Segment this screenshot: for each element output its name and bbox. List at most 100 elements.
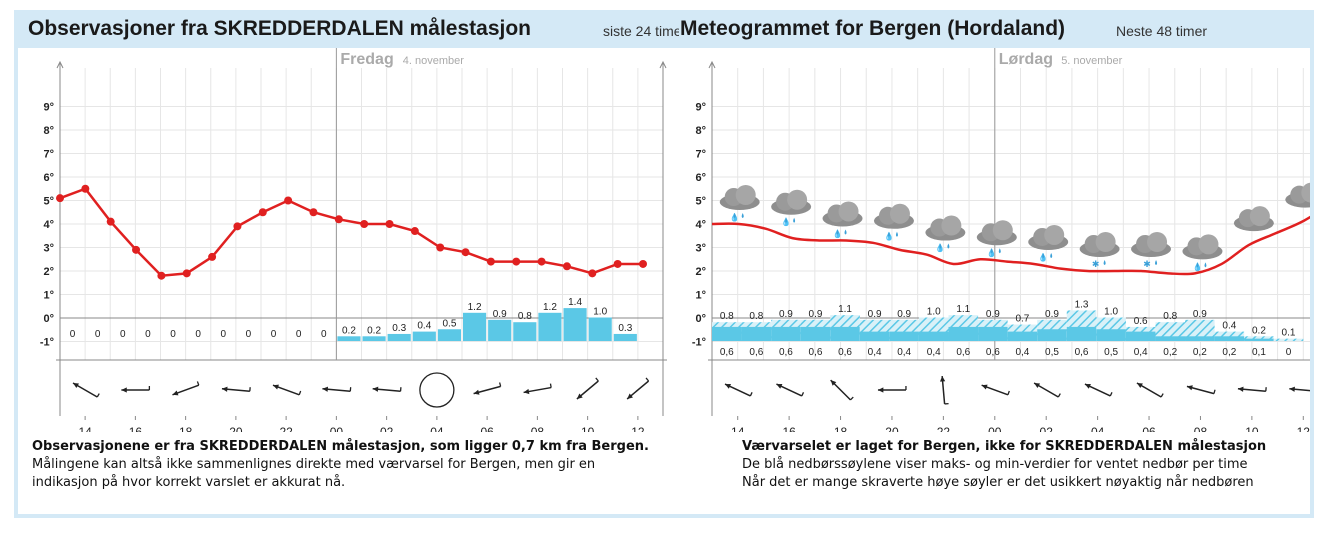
cloud-rain-icon: 💧 xyxy=(976,220,1017,257)
wind-arrow-icon xyxy=(272,384,302,396)
precip-max-label: 0.9 xyxy=(779,309,793,320)
precip-min-label: 0,5 xyxy=(1104,347,1118,358)
x-tick-label: 18 xyxy=(834,425,848,432)
precip-max-label: 0.4 xyxy=(1222,321,1236,332)
temperature-point xyxy=(562,262,571,271)
precip-min-label: 0,1 xyxy=(1252,347,1266,358)
y-tick-label: 2° xyxy=(43,266,54,278)
temperature-point xyxy=(157,271,166,280)
precip-label: 1.2 xyxy=(468,302,482,313)
wind-group xyxy=(724,375,1310,405)
x-tick-label: 00 xyxy=(330,425,344,432)
rain-drop xyxy=(1103,260,1106,265)
precip-max-label: 0.9 xyxy=(1193,309,1207,320)
wind-arrow-feather xyxy=(749,392,753,397)
wind-arrow-head xyxy=(940,376,946,382)
x-tick-label: 18 xyxy=(179,425,193,432)
day-label: Lørdag xyxy=(999,51,1053,68)
precip-min-label: 0,6 xyxy=(779,347,793,358)
temperature-point xyxy=(132,245,141,254)
day-date: 4. november xyxy=(403,55,464,67)
rain-drop xyxy=(1204,262,1207,268)
rain-drop xyxy=(947,243,950,249)
wind-arrow-feather xyxy=(801,392,805,397)
cloud-rain-icon: 💧 xyxy=(925,215,966,253)
precip-min-label: 0,6 xyxy=(720,347,734,358)
wind-arrow-head xyxy=(172,390,179,396)
wind-arrow-head xyxy=(1186,385,1193,391)
precip-label: 0 xyxy=(170,329,176,340)
precip-min-label: 0,4 xyxy=(868,347,882,358)
precip-label: 0 xyxy=(221,329,227,340)
observations-subtitle: siste 24 timer xyxy=(603,23,679,39)
cloud-puff xyxy=(735,185,756,205)
precip-min-label: 0,5 xyxy=(1045,347,1059,358)
y-tick-label: 3° xyxy=(43,243,54,255)
temperature-point xyxy=(537,257,546,266)
wind-arrow-head xyxy=(121,387,127,393)
temperature-point xyxy=(106,217,115,226)
y-tick-label: 6° xyxy=(43,172,54,184)
rain-drop xyxy=(836,229,839,235)
x-tick-label: 06 xyxy=(480,425,494,432)
precip-max-label: 1.0 xyxy=(927,307,941,318)
wind-arrow-head xyxy=(272,384,279,390)
precip-max-label: 0.8 xyxy=(720,311,734,322)
precip-label: 0.2 xyxy=(342,325,356,336)
cloud-puff xyxy=(992,220,1013,241)
precip-min-label: 0,6 xyxy=(809,347,823,358)
temperature-point xyxy=(461,248,470,257)
precip-min-bar xyxy=(1007,331,1038,341)
precip-label: 1.2 xyxy=(543,302,557,313)
precip-min-label: 0,4 xyxy=(897,347,911,358)
precip-bar xyxy=(437,329,461,341)
precip-max-label: 0.8 xyxy=(1163,311,1177,322)
y-tick-label: 9° xyxy=(43,102,54,114)
axes-group: -1° 0° 1° 2° 3° 4° 5° 6° 7° 8° 9° Lørdag 5. november… xyxy=(692,48,1311,432)
wind-arrow-icon xyxy=(1033,382,1061,398)
precip-max-label: 0.9 xyxy=(897,309,911,320)
x-tick-label: 20 xyxy=(885,425,899,432)
wind-group xyxy=(72,372,650,408)
wind-arrow-feather xyxy=(1007,390,1010,396)
precip-label: 0 xyxy=(195,329,201,340)
precip-min-label: 0,6 xyxy=(749,347,763,358)
wind-arrow-feather xyxy=(549,383,552,388)
precip-min-label: 0,4 xyxy=(1134,347,1148,358)
wind-arrow-feather xyxy=(196,381,200,386)
rain-drop xyxy=(741,213,744,218)
x-tick-label: 10 xyxy=(1245,425,1259,432)
day-date: 5. november xyxy=(1061,55,1122,67)
rain-drop xyxy=(1042,252,1045,258)
precip-min-bar xyxy=(1214,336,1245,341)
cloud-rain-icon: 💧 xyxy=(719,185,760,222)
wind-arrow-feather xyxy=(1057,393,1061,398)
precip-label: 0.5 xyxy=(442,318,456,329)
rain-drop xyxy=(733,213,736,218)
precip-min-bar xyxy=(918,331,949,341)
precip-bar xyxy=(588,317,612,341)
precip-label: 0.3 xyxy=(392,323,406,334)
wind-arrow-feather xyxy=(498,382,502,387)
x-tick-label: 00 xyxy=(988,425,1002,432)
temperature-point xyxy=(410,227,419,236)
rain-drop xyxy=(1155,260,1158,265)
x-tick-label: 12 xyxy=(1297,425,1311,432)
y-tick-label: 9° xyxy=(695,102,706,114)
precip-bar xyxy=(513,322,537,341)
x-tick-label: 16 xyxy=(129,425,143,432)
precip-min-label: 0,4 xyxy=(927,347,941,358)
wind-arrow-head xyxy=(830,380,837,386)
temperature-point xyxy=(208,252,217,261)
precip-bar xyxy=(412,331,436,341)
precip-label: 0.2 xyxy=(367,325,381,336)
rain-drop xyxy=(1050,252,1053,258)
calm-circle-icon xyxy=(419,372,455,408)
precip-max-label: 0.9 xyxy=(809,309,823,320)
precip-min-label: 0,6 xyxy=(1075,347,1089,358)
precip-label: 1.0 xyxy=(593,307,607,318)
precip-max-label: 1.1 xyxy=(956,304,970,315)
meteogram-note-bold: Værvarselet er laget for Bergen, ikke fo… xyxy=(742,439,1267,454)
precip-min-bar xyxy=(1185,336,1215,341)
y-tick-label: -1° xyxy=(692,337,706,349)
